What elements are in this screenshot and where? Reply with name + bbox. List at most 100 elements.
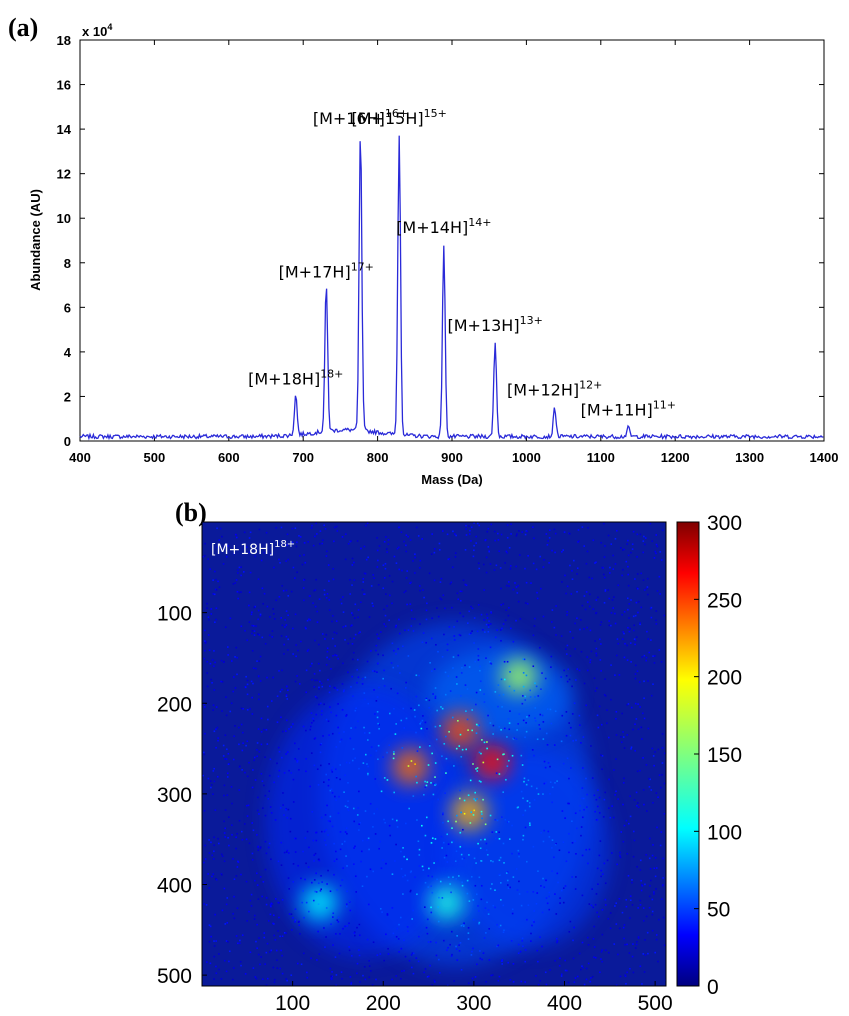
heatmap-pixel (494, 889, 496, 891)
heatmap-pixel (464, 664, 466, 667)
heatmap-pixel (209, 962, 212, 965)
heatmap-pixel (363, 726, 365, 729)
heatmap-pixel (634, 643, 636, 646)
heatmap-pixel (466, 879, 469, 882)
heatmap-pixel (435, 783, 437, 786)
heatmap-pixel (358, 829, 360, 831)
heatmap-pixel (335, 858, 338, 861)
spectrum-y-tick-label: 2 (64, 389, 71, 404)
spectrum-y-tick-label: 6 (64, 300, 71, 315)
heatmap-pixel (353, 637, 355, 640)
heatmap-pixel (457, 654, 460, 657)
heatmap-pixel (625, 819, 628, 822)
heatmap-pixel (477, 604, 480, 606)
colorbar-tick-label: 50 (707, 899, 730, 922)
heatmap-pixel (491, 883, 493, 885)
heatmap-pixel (351, 759, 354, 762)
heatmap-pixel (404, 629, 406, 632)
heatmap-pixel (286, 544, 289, 546)
heatmap-pixel (647, 680, 649, 682)
heatmap-pixel (516, 889, 519, 891)
heatmap-pixel (600, 754, 602, 756)
heatmap-pixel (435, 954, 438, 957)
heatmap-pixel (554, 893, 556, 895)
heatmap-pixel (321, 685, 324, 688)
heatmap-pixel (540, 688, 542, 690)
heatmap-pixel (223, 820, 225, 823)
heatmap-pixel (490, 974, 492, 977)
heatmap-pixel (579, 628, 581, 631)
heatmap-pixel (608, 624, 611, 627)
heatmap-pixel (631, 881, 633, 884)
heatmap-pixel (234, 582, 237, 584)
heatmap-pixel (659, 551, 662, 553)
heatmap-pixel (424, 780, 426, 783)
heatmap-pixel (502, 904, 505, 907)
heatmap-pixel (421, 538, 424, 540)
heatmap-pixel (612, 816, 615, 819)
heatmap-pixel (473, 617, 476, 619)
heatmap-pixel (439, 725, 441, 727)
heatmap-pixel (506, 660, 509, 663)
heatmap-pixel (592, 608, 595, 610)
heatmap-pixel (498, 873, 501, 876)
heatmap-pixel (463, 812, 466, 815)
heatmap-pixel (586, 793, 588, 796)
heatmap-pixel (537, 793, 540, 795)
heatmap-pixel (286, 849, 289, 852)
heatmap-pixel (295, 837, 297, 840)
heatmap-pixel (611, 599, 614, 601)
heatmap-pixel (550, 621, 553, 623)
heatmap-pixel (274, 938, 277, 941)
heatmap-pixel (424, 881, 427, 884)
heatmap-pixel (601, 566, 604, 569)
heatmap-pixel (555, 842, 557, 845)
heatmap-pixel (213, 945, 216, 947)
heatmap-pixel (246, 639, 248, 642)
heatmap-pixel (615, 710, 618, 713)
heatmap-pixel (411, 966, 413, 969)
heatmap-pixel (338, 795, 340, 798)
heatmap-pixel (356, 926, 358, 929)
heatmap-pixel (559, 957, 561, 960)
heatmap-pixel (217, 842, 220, 845)
heatmap-pixel (455, 534, 457, 537)
heatmap-pixel (625, 982, 627, 985)
heatmap-pixel (438, 972, 441, 974)
spectrum-y-axis-label: Abundance (AU) (28, 189, 43, 291)
heatmap-pixel (635, 636, 638, 638)
heatmap-pixel (614, 674, 616, 676)
heatmap-pixel (651, 540, 654, 542)
heatmap-pixel (231, 824, 233, 826)
heatmap-pixel (534, 720, 537, 722)
spectrum-x-tick-label: 700 (292, 450, 314, 465)
heatmap-pixel (664, 752, 666, 755)
heatmap-pixel (261, 587, 264, 590)
heatmap-pixel (361, 839, 364, 842)
heatmap-pixel (220, 659, 223, 662)
heatmap-pixel (443, 939, 445, 942)
heatmap-pixel (283, 814, 285, 816)
heatmap-pixel (645, 764, 648, 766)
heatmap-pixel (660, 831, 663, 833)
heatmap-pixel (327, 820, 330, 822)
heatmap-pixel (503, 862, 505, 864)
heatmap-pixel (278, 916, 280, 919)
heatmap-pixel (419, 589, 421, 592)
heatmap-pixel (212, 858, 215, 860)
heatmap-pixel (624, 975, 627, 977)
heatmap-pixel (530, 940, 532, 942)
heatmap-pixel (583, 682, 586, 685)
heatmap-pixel (364, 753, 367, 756)
heatmap-pixel (585, 967, 588, 970)
heatmap-pixel (608, 597, 611, 600)
heatmap-pixel (646, 593, 649, 596)
heatmap-pixel (609, 566, 611, 569)
heatmap-pixel (351, 643, 354, 645)
heatmap-pixel (643, 654, 646, 657)
heatmap-pixel (661, 762, 664, 764)
heatmap-pixel (354, 934, 356, 937)
heatmap-pixel (241, 769, 243, 771)
heatmap-pixel (611, 852, 613, 854)
heatmap-pixel (279, 935, 281, 938)
